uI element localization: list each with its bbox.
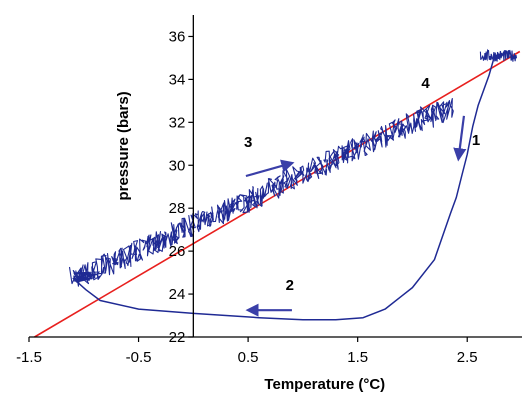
y-tick-label: 32 bbox=[169, 114, 186, 131]
annotation-label: 3 bbox=[244, 134, 252, 151]
annotation-arrow bbox=[453, 115, 467, 162]
annotation-arrow bbox=[245, 159, 295, 178]
annotation-label: 2 bbox=[286, 277, 294, 294]
series-noisy-band-tail bbox=[73, 271, 101, 284]
series-noisy-start bbox=[479, 48, 518, 62]
annotation-label: 4 bbox=[421, 75, 430, 92]
y-tick-label: 24 bbox=[169, 286, 186, 303]
x-axis-title: Temperature (°C) bbox=[264, 376, 385, 393]
x-tick-label: -1.5 bbox=[16, 349, 42, 366]
series-cycle-trace bbox=[72, 55, 496, 321]
axes bbox=[29, 15, 522, 338]
series-noisy-band bbox=[68, 97, 454, 287]
x-tick-label: 2.5 bbox=[457, 349, 478, 366]
x-tick-label: 1.5 bbox=[347, 349, 368, 366]
y-tick-label: 30 bbox=[169, 157, 186, 174]
y-axis-title: pressure (bars) bbox=[115, 91, 132, 200]
plot-area bbox=[34, 48, 521, 338]
annotation-label: 1 bbox=[472, 132, 480, 149]
y-tick-label: 36 bbox=[169, 28, 186, 45]
y-tick-label: 34 bbox=[169, 71, 186, 88]
annotations: 1 2 3 4 bbox=[244, 75, 480, 317]
y-tick-label: 22 bbox=[169, 329, 186, 346]
x-tick-label: 0.5 bbox=[238, 349, 259, 366]
y-tick-label: 28 bbox=[169, 200, 186, 217]
x-tick-label: -0.5 bbox=[126, 349, 152, 366]
y-tick-label: 26 bbox=[169, 243, 186, 260]
